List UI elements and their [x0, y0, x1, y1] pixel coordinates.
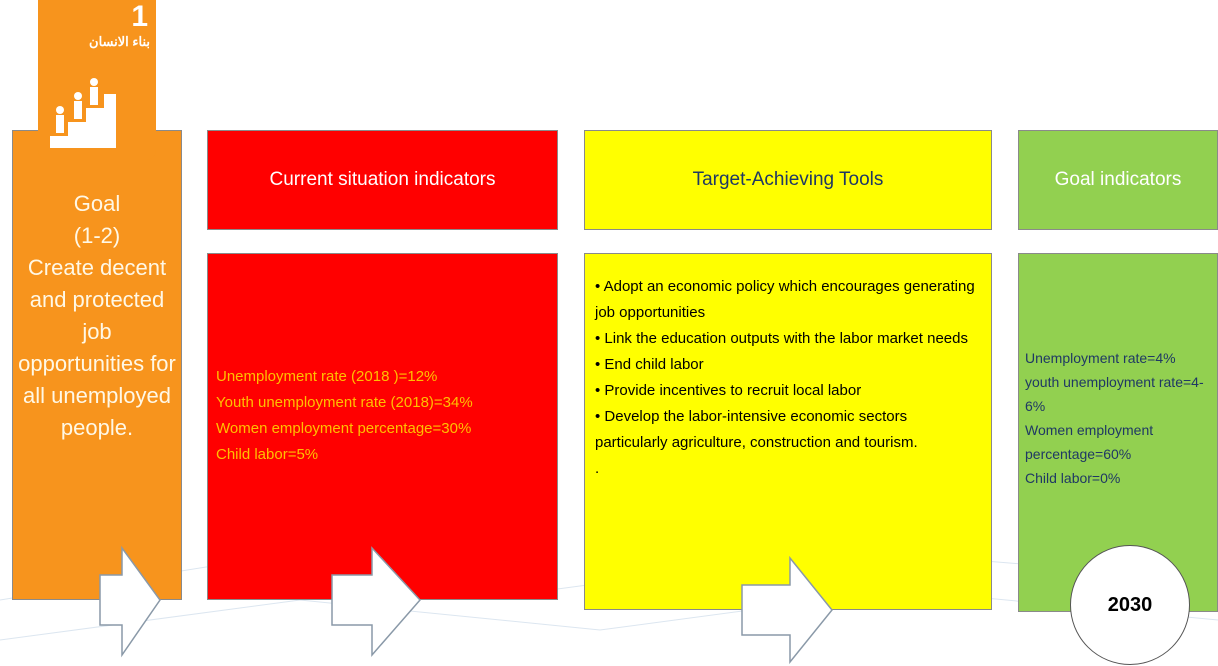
list-item: • Adopt an economic policy which encoura…: [595, 278, 975, 321]
tools-header: Target-Achieving Tools: [584, 130, 992, 230]
list-item: • End child labor: [595, 356, 704, 373]
targets-header: Goal indicators: [1018, 130, 1218, 230]
goal-arabic-title: بناء الانسان: [89, 34, 150, 49]
stairs-icon: [50, 78, 116, 148]
goal-text: Create decent and protected job opportun…: [18, 255, 176, 440]
arrow: [741, 555, 833, 665]
list-item: • Link the education outputs with the la…: [595, 330, 968, 347]
goal-label: Goal: [73, 191, 121, 216]
current-header: Current situation indicators: [207, 130, 558, 230]
goal-icon: 1 بناء الانسان: [38, 0, 156, 160]
goal-text-block: Goal (1-2) Create decent and protected j…: [12, 188, 182, 444]
list-item: • Provide incentives to recruit local la…: [595, 382, 862, 399]
list-item: Women employment percentage=30%: [216, 420, 472, 437]
list-item: Unemployment rate=4%: [1025, 350, 1176, 366]
targets-list: Unemployment rate=4% youth unemployment r…: [1025, 346, 1213, 490]
list-item: youth unemployment rate=4-6%: [1025, 374, 1204, 414]
list-item: Youth unemployment rate (2018)=34%: [216, 394, 473, 411]
list-item: Unemployment rate (2018 )=12%: [216, 368, 438, 385]
current-list: Unemployment rate (2018 )=12% Youth unemp…: [216, 364, 557, 468]
goal-code: (1-2): [73, 223, 121, 248]
tools-list: • Adopt an economic policy which encoura…: [595, 274, 977, 456]
tools-body: • Adopt an economic policy which encoura…: [584, 253, 992, 610]
arrow: [331, 546, 422, 657]
year-circle: 2030: [1070, 545, 1190, 665]
arrow: [99, 545, 161, 658]
goal-number: 1: [131, 0, 148, 33]
list-item: • Develop the labor-intensive economic s…: [595, 408, 918, 451]
list-item: Child labor=0%: [1025, 470, 1121, 486]
list-item: Women employment percentage=60%: [1025, 422, 1154, 462]
current-body: Unemployment rate (2018 )=12% Youth unemp…: [207, 253, 558, 600]
list-item: Child labor=5%: [216, 446, 319, 463]
tools-note: .: [595, 460, 600, 477]
